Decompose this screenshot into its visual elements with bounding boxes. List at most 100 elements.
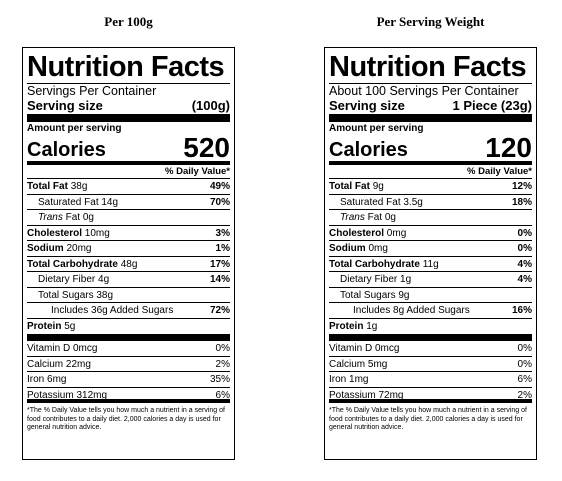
divider: [329, 83, 532, 84]
medium-divider: [329, 161, 532, 165]
nutrient-row-dietary-fiber: Dietary Fiber 4g 14%: [27, 272, 230, 288]
nutrient-dv: 0%: [517, 227, 532, 239]
calories-label: Calories: [329, 139, 408, 161]
vitamin-row: Iron 1mg 6%: [329, 372, 532, 388]
vitamin-dv: 6%: [517, 374, 532, 385]
vitamin-name: Calcium 22mg: [27, 358, 91, 370]
nutrient-row-cholesterol: Cholesterol 0mg 0%: [329, 226, 532, 241]
nutrient-name: Sodium: [329, 243, 366, 254]
nutrient-name: Total Fat: [329, 181, 370, 192]
vitamin-dv: 2%: [215, 358, 230, 370]
column-heading-per-serving: Per Serving Weight: [376, 14, 485, 29]
nutrient-row-trans-fat: Trans Fat 0g: [329, 210, 532, 226]
vitamin-row: Calcium 22mg 2%: [27, 357, 230, 372]
vitamin-dv: 0%: [215, 343, 230, 354]
nutrient-dv: 14%: [209, 274, 230, 285]
divider: [27, 83, 230, 84]
nutrient-dv: 12%: [511, 181, 532, 192]
nutrient-name: Protein: [27, 320, 62, 332]
nutrient-dv: 3%: [215, 227, 230, 239]
nutrient-name: Total Fat: [27, 181, 68, 192]
vitamin-row: Potassium 72mg 2%: [329, 388, 532, 403]
calories-value: 520: [183, 132, 230, 163]
nutrient-row-protein: Protein 1g: [329, 319, 532, 335]
nutrient-amount: 48g: [120, 258, 138, 270]
nutrient-dv: 70%: [209, 196, 230, 208]
vitamin-dv: 35%: [209, 374, 230, 385]
nutrient-amount: 11g: [422, 258, 439, 270]
nutrient-dv: 4%: [517, 274, 532, 285]
servings-per-container: About 100 Servings Per Container: [329, 84, 519, 98]
nutrient-dv: 0%: [517, 243, 532, 254]
nutrient-amount: 0mg: [386, 227, 407, 239]
nutrient-amount: Fat 0g: [65, 212, 94, 223]
vitamin-name: Potassium 312mg: [27, 389, 108, 401]
vitamin-row: Calcium 5mg 0%: [329, 357, 532, 372]
servings-per-container: Servings Per Container: [27, 84, 157, 98]
nutrient-row-added-sugars: Includes 8g Added Sugars 16%: [329, 303, 532, 319]
vitamin-name: Vitamin D 0mcg: [329, 343, 400, 354]
thick-divider: [329, 114, 532, 122]
vitamin-name: Iron 1mg: [329, 374, 369, 385]
nutrient-row-protein: Protein 5g: [27, 319, 230, 335]
nutrient-amount: 20mg: [66, 243, 92, 254]
nutrient-row-total-sugars: Total Sugars 38g: [27, 288, 230, 303]
column-heading-per-100g: Per 100g: [104, 14, 153, 29]
nutrient-row-total-fat: Total Fat 9g 12%: [329, 179, 532, 195]
nutrient-name: Dietary Fiber: [340, 274, 398, 285]
amount-per-serving: Amount per serving: [27, 123, 122, 134]
serving-size-value: 1 Piece (23g): [452, 98, 533, 113]
nutrient-amount: 3.5g: [403, 196, 423, 208]
serving-size-value: (100g): [191, 98, 230, 113]
nutrient-dv: 16%: [511, 305, 532, 316]
nutrient-name: Sodium: [27, 243, 64, 254]
thick-divider: [329, 334, 532, 341]
daily-value-header: % Daily Value*: [329, 165, 532, 179]
thick-divider: [27, 114, 230, 122]
nutrient-row-added-sugars: Includes 36g Added Sugars 72%: [27, 303, 230, 319]
nutrient-amount: 9g: [398, 289, 410, 301]
nutrient-row-total-sugars: Total Sugars 9g: [329, 288, 532, 303]
nutrient-name: Includes 36g Added Sugars: [51, 305, 174, 316]
nutrient-row-sodium: Sodium 0mg 0%: [329, 241, 532, 257]
nutrient-amount: 1g: [366, 320, 378, 332]
calories-row: Calories 520: [27, 132, 230, 163]
amount-per-serving: Amount per serving: [329, 123, 424, 134]
nutrient-dv: 4%: [517, 258, 532, 270]
nutrient-row-saturated-fat: Saturated Fat 14g 70%: [27, 195, 230, 210]
nutrient-row-trans-fat: Trans Fat 0g: [27, 210, 230, 226]
nutrient-amount: 9g: [372, 181, 384, 192]
nutrient-name: Dietary Fiber: [38, 274, 96, 285]
nutrient-amount: 38g: [70, 181, 88, 192]
serving-size-label: Serving size: [329, 98, 405, 113]
footnote: *The % Daily Value tells you how much a …: [329, 407, 527, 431]
vitamin-name: Potassium 72mg: [329, 389, 404, 401]
vitamin-name: Iron 6mg: [27, 374, 67, 385]
nutrient-name: Total Sugars: [38, 289, 94, 301]
nutrient-amount: 1g: [400, 274, 412, 285]
nutrient-dv: 1%: [215, 243, 230, 254]
nutrient-amount: 4g: [98, 274, 110, 285]
vitamin-name: Vitamin D 0mcg: [27, 343, 98, 354]
daily-value-header: % Daily Value*: [27, 165, 230, 179]
vitamin-dv: 2%: [517, 389, 532, 401]
nutrient-name: Saturated Fat: [38, 196, 99, 208]
nutrient-name: Includes 8g Added Sugars: [353, 305, 470, 316]
medium-divider: [27, 161, 230, 165]
nutrient-amount: 14g: [101, 196, 119, 208]
nutrient-name: Total Carbohydrate: [27, 258, 118, 270]
nutrient-name: Trans: [38, 212, 63, 223]
vitamin-dv: 0%: [517, 343, 532, 354]
vitamin-row: Vitamin D 0mcg 0%: [329, 341, 532, 357]
nutrient-name: Saturated Fat: [340, 196, 401, 208]
serving-size-row: Serving size 1 Piece (23g): [329, 98, 532, 113]
calories-value: 120: [485, 132, 532, 163]
vitamin-dv: 0%: [517, 358, 532, 370]
nutrient-amount: 0mg: [368, 243, 388, 254]
nutrient-row-saturated-fat: Saturated Fat 3.5g 18%: [329, 195, 532, 210]
nutrient-amount: Fat 0g: [367, 212, 396, 223]
nutrient-row-dietary-fiber: Dietary Fiber 1g 4%: [329, 272, 532, 288]
serving-size-row: Serving size (100g): [27, 98, 230, 113]
nutrient-row-total-carbohydrate: Total Carbohydrate 48g 17%: [27, 257, 230, 272]
nutrient-name: Cholesterol: [329, 227, 385, 239]
